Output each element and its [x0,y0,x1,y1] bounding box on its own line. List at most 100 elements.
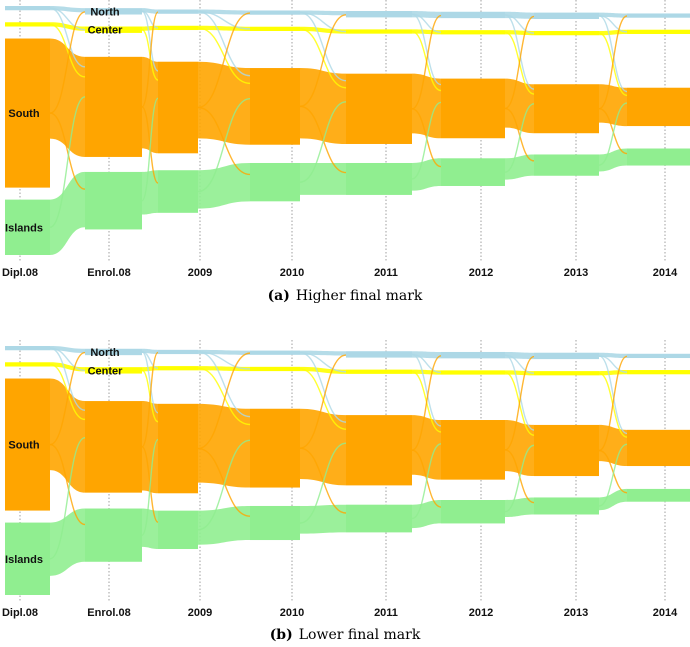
labels: North Center South Islands Dipl.08 Enrol.08 20… [2,6,678,279]
stage-label-dipl-08: Dipl.08 [2,267,38,279]
crossflow-south-north-4 [411,355,442,451]
node-center-2012 [441,30,505,35]
node-north-2013 [534,352,599,360]
flow-islands-2011-2012 [412,500,441,529]
flow-north-2013-2014 [599,12,627,18]
crossflow-north-south-2 [197,351,251,418]
flow-islands-enrol-08-2009 [142,170,158,215]
node-islands-dipl-08 [5,199,50,255]
crossflow-north-center-6 [598,15,628,33]
caption-a-label: (a) [267,288,290,304]
crossflow-north-south-2 [197,10,251,77]
node-islands-enrol-08 [85,171,142,230]
node-center-2014 [627,370,690,375]
flow-south-2013-2014 [599,84,627,127]
node-center-2009 [158,366,198,371]
crossflow-north-center-6 [598,355,628,373]
crossflow-north-center-3 [299,11,347,33]
node-islands-2012 [441,500,505,524]
node-north-2012 [441,351,505,359]
node-north-dipl-08 [5,346,50,351]
stage-label-2010: 2010 [280,607,304,619]
sankey-chart-a: North Center South Islands Dipl.08 Enrol.08 20… [2,0,690,279]
crossflow-north-south-3 [299,11,347,82]
crossflow-islands-south-3 [299,101,347,183]
flow-south-2011-2012 [412,415,441,480]
node-islands-2009 [158,510,198,549]
node-north-2009 [158,349,198,355]
flow-center-dipl-08-enrol-08 [50,22,85,31]
flow-north-2013-2014 [599,352,627,359]
region-label-north: North [90,347,120,359]
node-islands-2009 [158,170,198,213]
node-north-2014 [627,353,690,359]
nodes [5,6,690,255]
node-islands-2011 [346,504,412,533]
labels: North Center South Islands Dipl.08 Enrol.08 20… [2,347,678,619]
chart-panel-a: North Center South Islands Dipl.08 Enrol.08 20… [0,0,690,318]
region-label-south: South [8,108,39,120]
stage-label-2013: 2013 [564,267,588,279]
flow-south-dipl-08-enrol-08 [50,378,85,493]
crossflow-north-south-6 [598,15,628,93]
crossflow-north-south-4 [411,13,442,86]
crossflow-islands-south-0 [49,96,86,229]
node-north-2010 [250,10,300,15]
crossflow-north-center-2 [197,351,251,370]
node-north-enrol-08 [85,348,142,356]
stage-label-enrol-08: Enrol.08 [87,607,130,619]
region-label-south: South [8,440,39,452]
nodes [5,346,690,595]
flow-center-dipl-08-enrol-08 [50,362,85,372]
stage-label-2011: 2011 [374,267,398,279]
crossflow-south-north-6 [598,355,628,452]
crossflow-north-center-5 [504,14,535,34]
node-north-2014 [627,13,690,18]
sankey-chart-b: North Center South Islands Dipl.08 Enrol.08 20… [2,340,690,619]
node-south-2010 [250,408,300,488]
node-north-2010 [250,350,300,355]
crossflow-center-south-0 [49,363,86,421]
crossflow-south-north-6 [598,15,628,110]
flow-center-2010-2011 [300,366,346,374]
node-islands-2010 [250,505,300,541]
crossflow-south-islands-5 [504,107,535,162]
stage-label-2009: 2009 [188,607,212,619]
crossflow-center-south-2 [197,367,251,426]
crossflow-north-south-5 [504,14,535,90]
node-north-2013 [534,12,599,19]
node-center-2010 [250,26,300,31]
crossflow-islands-south-3 [299,442,347,524]
crossflow-south-north-3 [299,354,347,449]
node-south-dipl-08 [5,378,50,511]
flow-south-2011-2012 [412,73,441,139]
flow-south-dipl-08-enrol-08 [50,38,85,157]
crossflow-north-south-1 [141,351,159,414]
crossflow-islands-south-2 [197,439,251,531]
crossflow-south-north-3 [299,14,347,108]
flow-islands-2009-2010 [198,162,250,209]
crossflow-south-north-5 [504,355,535,451]
flow-islands-dipl-08-enrol-08 [50,508,85,576]
node-islands-2014 [627,488,690,502]
crossflow-south-islands-0 [49,443,86,526]
node-islands-2013 [534,154,599,176]
node-islands-2011 [346,162,412,195]
crossflow-north-center-0 [49,7,86,31]
crossflow-center-south-0 [49,23,86,78]
stage-label-2014: 2014 [653,607,678,619]
caption-b-title: Lower final mark [298,627,421,643]
flow-center-2013-2014 [599,29,627,36]
node-south-2013 [534,84,599,134]
crossflow-south-islands-2 [197,447,251,517]
crossflow-south-north-0 [49,11,86,114]
node-center-2009 [158,25,198,31]
crossflow-islands-south-5 [504,103,535,173]
node-center-2011 [346,369,412,374]
node-center-2012 [441,370,505,375]
node-north-2012 [441,11,505,19]
caption-b-label: (b) [269,627,293,643]
flow-north-dipl-08-enrol-08 [50,346,85,354]
node-north-dipl-08 [5,6,50,11]
flows [49,346,628,576]
